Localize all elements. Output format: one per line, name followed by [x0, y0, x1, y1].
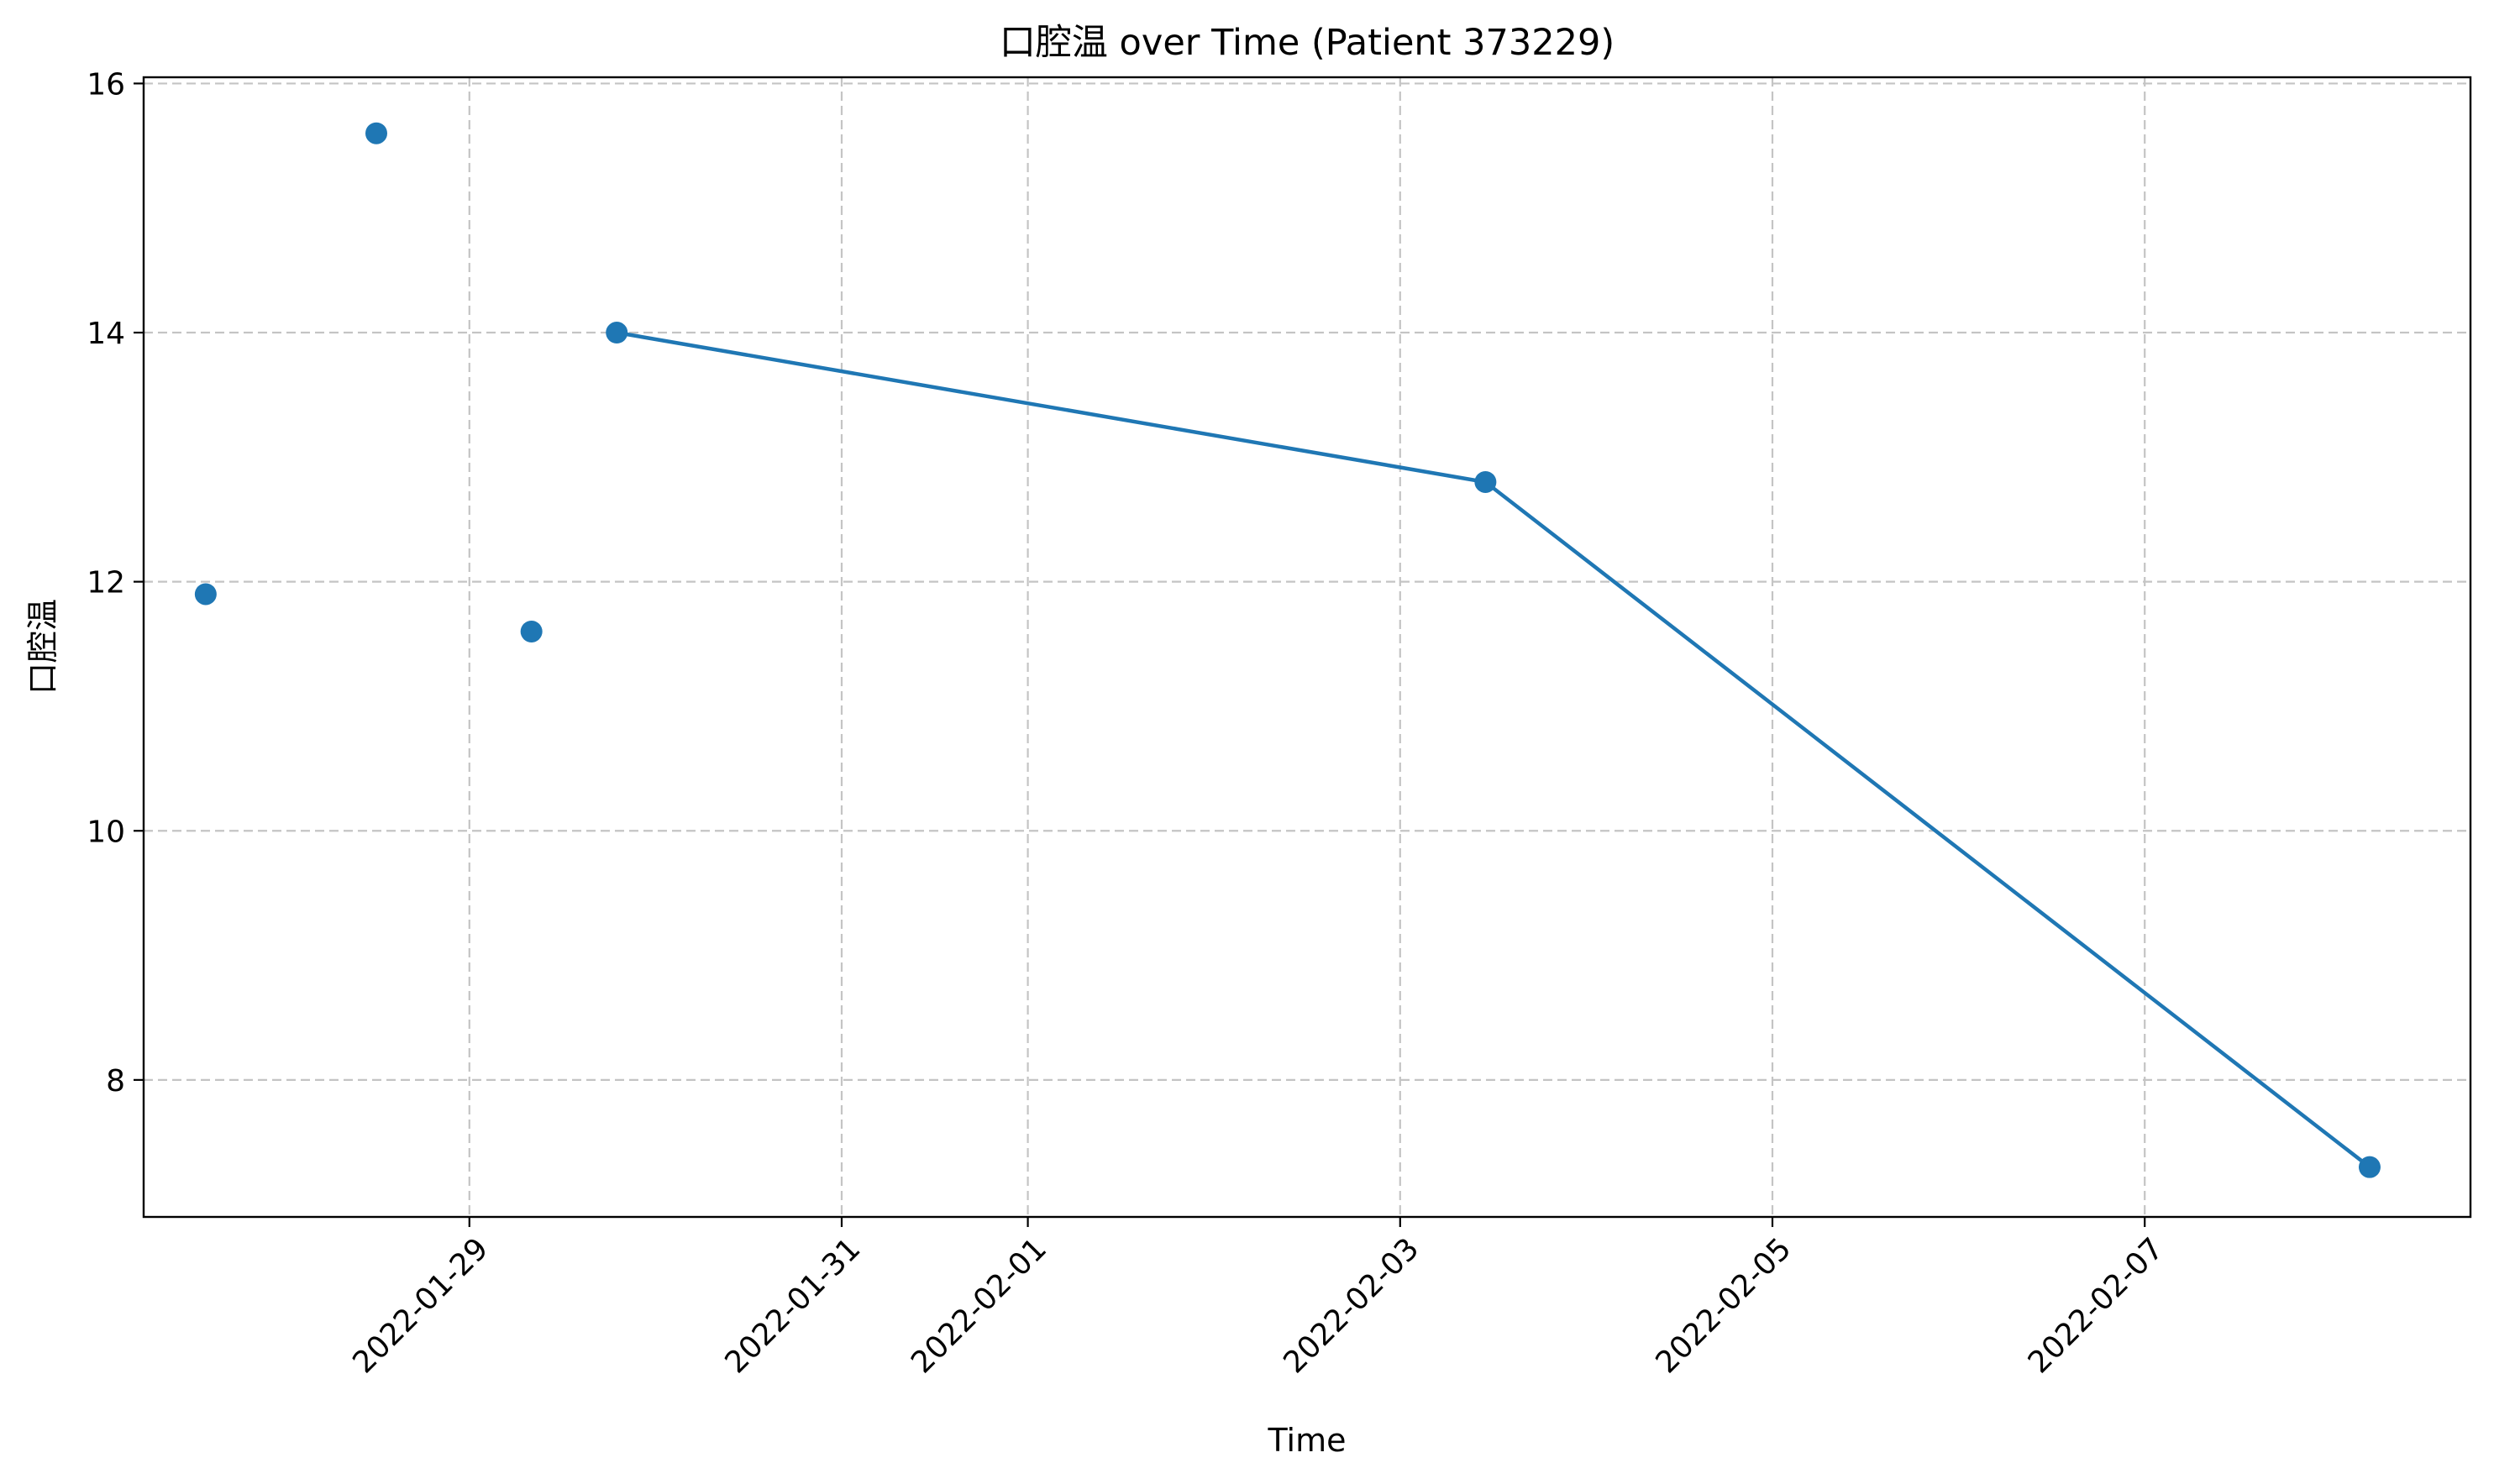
- x-tick-label: 2022-02-05: [1650, 1231, 1798, 1380]
- y-axis: 8 10 12 14 16: [87, 67, 144, 1099]
- data-point: [520, 620, 543, 642]
- x-tick-label: 2022-02-01: [905, 1231, 1053, 1380]
- grid: [144, 77, 2470, 1217]
- data-point: [1474, 470, 1497, 493]
- plot-frame: [142, 76, 2472, 1219]
- series-line: [616, 330, 2371, 1169]
- data-point: [2358, 1156, 2381, 1178]
- y-tick-label: 12: [87, 566, 125, 600]
- x-axis-label: Time: [1268, 1422, 1347, 1459]
- y-tick-label: 16: [87, 67, 125, 102]
- x-axis: 2022-01-29 2022-01-31 2022-02-01 2022-02-03…: [346, 1217, 2171, 1380]
- y-tick-label: 8: [106, 1064, 125, 1099]
- data-point: [365, 122, 387, 144]
- y-axis-label: 口腔温: [24, 599, 61, 695]
- data-point: [194, 583, 217, 606]
- x-tick-label: 2022-01-29: [346, 1231, 495, 1380]
- x-tick-label: 2022-02-07: [2022, 1231, 2171, 1380]
- series: [194, 122, 2381, 1178]
- y-tick-label: 10: [87, 815, 125, 849]
- x-tick-label: 2022-01-31: [719, 1231, 868, 1380]
- data-point: [606, 322, 628, 344]
- chart-title: 口腔温 over Time (Patient 373229): [1000, 22, 1615, 64]
- y-tick-label: 14: [87, 317, 125, 351]
- x-tick-label: 2022-02-03: [1277, 1231, 1426, 1380]
